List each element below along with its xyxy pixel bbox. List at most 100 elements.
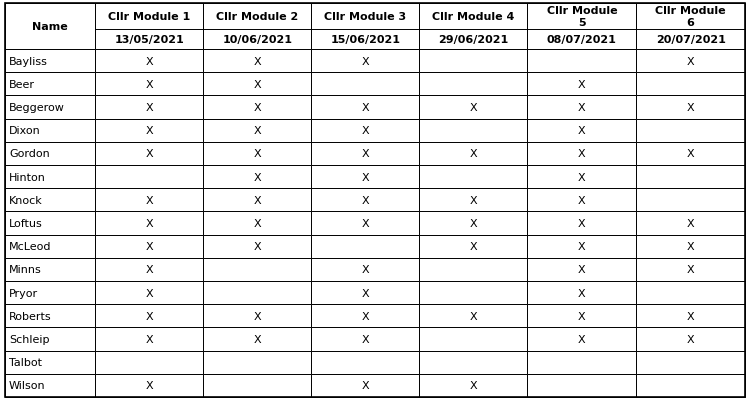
Bar [419, 304, 527, 328]
Bar [311, 119, 419, 142]
Bar [5, 189, 95, 212]
Bar [419, 281, 527, 304]
Text: Cllr Module
6: Cllr Module 6 [656, 6, 726, 28]
Text: Beer: Beer [9, 80, 35, 89]
Text: X: X [362, 195, 369, 205]
Text: Cllr Module 2: Cllr Module 2 [216, 12, 298, 22]
Text: X: X [362, 288, 369, 298]
Text: X: X [146, 103, 153, 113]
Bar [5, 119, 95, 142]
Text: X: X [146, 334, 153, 344]
Text: X: X [578, 219, 586, 229]
Bar [419, 328, 527, 351]
Bar [5, 328, 95, 351]
Bar [95, 96, 203, 119]
Text: X: X [362, 57, 369, 67]
Text: X: X [362, 103, 369, 113]
Text: Schleip: Schleip [9, 334, 50, 344]
Text: Cllr Module 1: Cllr Module 1 [108, 12, 190, 22]
Bar [203, 258, 311, 281]
Bar [527, 328, 636, 351]
Bar [527, 189, 636, 212]
Text: X: X [254, 219, 261, 229]
Bar [203, 166, 311, 189]
Bar [311, 73, 419, 96]
Text: X: X [578, 195, 586, 205]
Text: Knock: Knock [9, 195, 43, 205]
Bar [203, 96, 311, 119]
Text: X: X [254, 57, 261, 67]
Bar [311, 351, 419, 374]
Text: X: X [254, 80, 261, 89]
Bar [311, 328, 419, 351]
Bar [203, 73, 311, 96]
Bar [5, 212, 95, 235]
Bar [527, 119, 636, 142]
Bar [311, 304, 419, 328]
Bar [95, 235, 203, 258]
Text: X: X [578, 103, 586, 113]
Text: Hinton: Hinton [9, 172, 46, 182]
Bar [527, 304, 636, 328]
Text: X: X [687, 311, 694, 321]
Text: X: X [146, 311, 153, 321]
Bar [5, 73, 95, 96]
Bar [311, 281, 419, 304]
Text: X: X [254, 149, 261, 159]
Text: X: X [470, 103, 477, 113]
Text: X: X [254, 334, 261, 344]
Text: X: X [146, 57, 153, 67]
Bar [419, 212, 527, 235]
Bar [636, 73, 745, 96]
Text: Bayliss: Bayliss [9, 57, 48, 67]
Bar [95, 281, 203, 304]
Bar [95, 4, 203, 50]
Bar [311, 50, 419, 73]
Bar [203, 189, 311, 212]
Bar [95, 351, 203, 374]
Text: X: X [146, 149, 153, 159]
Text: Roberts: Roberts [9, 311, 52, 321]
Bar [5, 258, 95, 281]
Text: X: X [470, 311, 477, 321]
Bar [5, 281, 95, 304]
Text: X: X [578, 241, 586, 251]
Bar [311, 4, 419, 50]
Bar [419, 235, 527, 258]
Text: 13/05/2021: 13/05/2021 [115, 35, 184, 45]
Text: 08/07/2021: 08/07/2021 [547, 35, 616, 45]
Text: X: X [362, 265, 369, 275]
Text: X: X [362, 334, 369, 344]
Text: X: X [578, 334, 586, 344]
Text: X: X [578, 265, 586, 275]
Bar [527, 73, 636, 96]
Text: X: X [254, 103, 261, 113]
Text: X: X [146, 219, 153, 229]
Text: X: X [578, 149, 586, 159]
Bar [95, 119, 203, 142]
Bar [419, 258, 527, 281]
Bar [95, 50, 203, 73]
Bar [636, 351, 745, 374]
Bar [95, 328, 203, 351]
Text: X: X [362, 219, 369, 229]
Bar [636, 119, 745, 142]
Bar [527, 4, 636, 50]
Bar [419, 374, 527, 397]
Bar [95, 258, 203, 281]
Bar [311, 212, 419, 235]
Bar [527, 212, 636, 235]
Text: X: X [254, 126, 261, 136]
Text: X: X [146, 195, 153, 205]
Text: X: X [254, 241, 261, 251]
Bar [419, 142, 527, 166]
Text: X: X [687, 265, 694, 275]
Bar [636, 142, 745, 166]
Bar [419, 166, 527, 189]
Bar [5, 235, 95, 258]
Bar [527, 235, 636, 258]
Text: Minns: Minns [9, 265, 42, 275]
Bar [5, 4, 95, 50]
Text: Name: Name [32, 22, 68, 32]
Bar [311, 258, 419, 281]
